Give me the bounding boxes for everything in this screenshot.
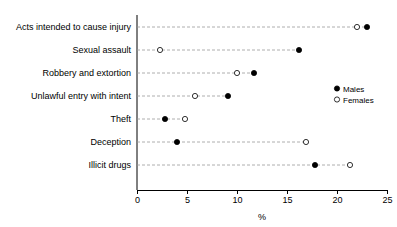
y-tick: Deception: [90, 137, 137, 147]
x-tick: 25: [382, 190, 392, 205]
x-tick-mark: [387, 190, 388, 194]
x-tick-label: 0: [135, 195, 140, 205]
y-tick: Illicit drugs: [88, 160, 137, 170]
x-tick: 10: [232, 190, 242, 205]
x-tick-mark: [337, 190, 338, 194]
x-tick: 5: [185, 190, 190, 205]
dot: [347, 162, 352, 167]
legend-item: Males: [334, 85, 364, 94]
x-tick: 0: [135, 190, 140, 205]
dot: [234, 70, 239, 75]
dot: [162, 116, 167, 121]
dot: [251, 70, 256, 75]
dot: [303, 139, 308, 144]
legend-label: Females: [343, 96, 374, 105]
dot: [192, 93, 197, 98]
dot: [174, 139, 179, 144]
dot: [182, 116, 187, 121]
y-tick-label: Robbery and extortion: [42, 68, 131, 78]
legend-item: Females: [334, 96, 373, 105]
y-axis-line: [137, 15, 138, 190]
dot: [157, 47, 162, 52]
legend-marker: [334, 86, 339, 91]
y-tick-label: Sexual assault: [72, 45, 131, 55]
x-tick-mark: [237, 190, 238, 194]
connector: [137, 142, 306, 143]
y-tick: Sexual assault: [72, 45, 137, 55]
x-tick-mark: [137, 190, 138, 194]
y-tick-label: Theft: [110, 114, 131, 124]
y-tick-label: Illicit drugs: [88, 160, 131, 170]
dot: [312, 162, 317, 167]
dot: [296, 47, 301, 52]
y-tick: Acts intended to cause injury: [16, 22, 137, 32]
dot: [225, 93, 230, 98]
connector: [137, 96, 228, 97]
x-tick: 20: [332, 190, 342, 205]
y-tick: Theft: [110, 114, 137, 124]
legend: Males Females: [334, 85, 373, 105]
x-tick-label: 25: [382, 195, 392, 205]
y-tick: Robbery and extortion: [42, 68, 137, 78]
x-tick-label: 20: [332, 195, 342, 205]
legend-label: Males: [343, 85, 364, 94]
dot: [354, 24, 359, 29]
connector: [137, 119, 185, 120]
x-tick-mark: [287, 190, 288, 194]
legend-marker: [334, 97, 339, 102]
x-tick-label: 5: [185, 195, 190, 205]
x-tick: 15: [282, 190, 292, 205]
connector: [137, 165, 350, 166]
x-tick-mark: [187, 190, 188, 194]
connector: [137, 27, 367, 28]
x-tick-label: 10: [232, 195, 242, 205]
y-tick-label: Unlawful entry with intent: [31, 91, 132, 101]
y-tick-label: Acts intended to cause injury: [16, 22, 132, 32]
plot-area: [137, 24, 370, 167]
dot: [364, 24, 369, 29]
x-axis-title: %: [258, 212, 266, 222]
y-axis: Acts intended to cause injury Sexual assa…: [16, 15, 137, 190]
x-axis: 0 5 10 15 20 25: [135, 190, 393, 205]
x-axis-line: [138, 190, 388, 191]
y-tick: Unlawful entry with intent: [31, 91, 137, 101]
y-tick-label: Deception: [90, 137, 131, 147]
x-tick-label: 15: [282, 195, 292, 205]
chart: 0 5 10 15 20 25 Acts intended to cause injury S…: [0, 0, 397, 227]
